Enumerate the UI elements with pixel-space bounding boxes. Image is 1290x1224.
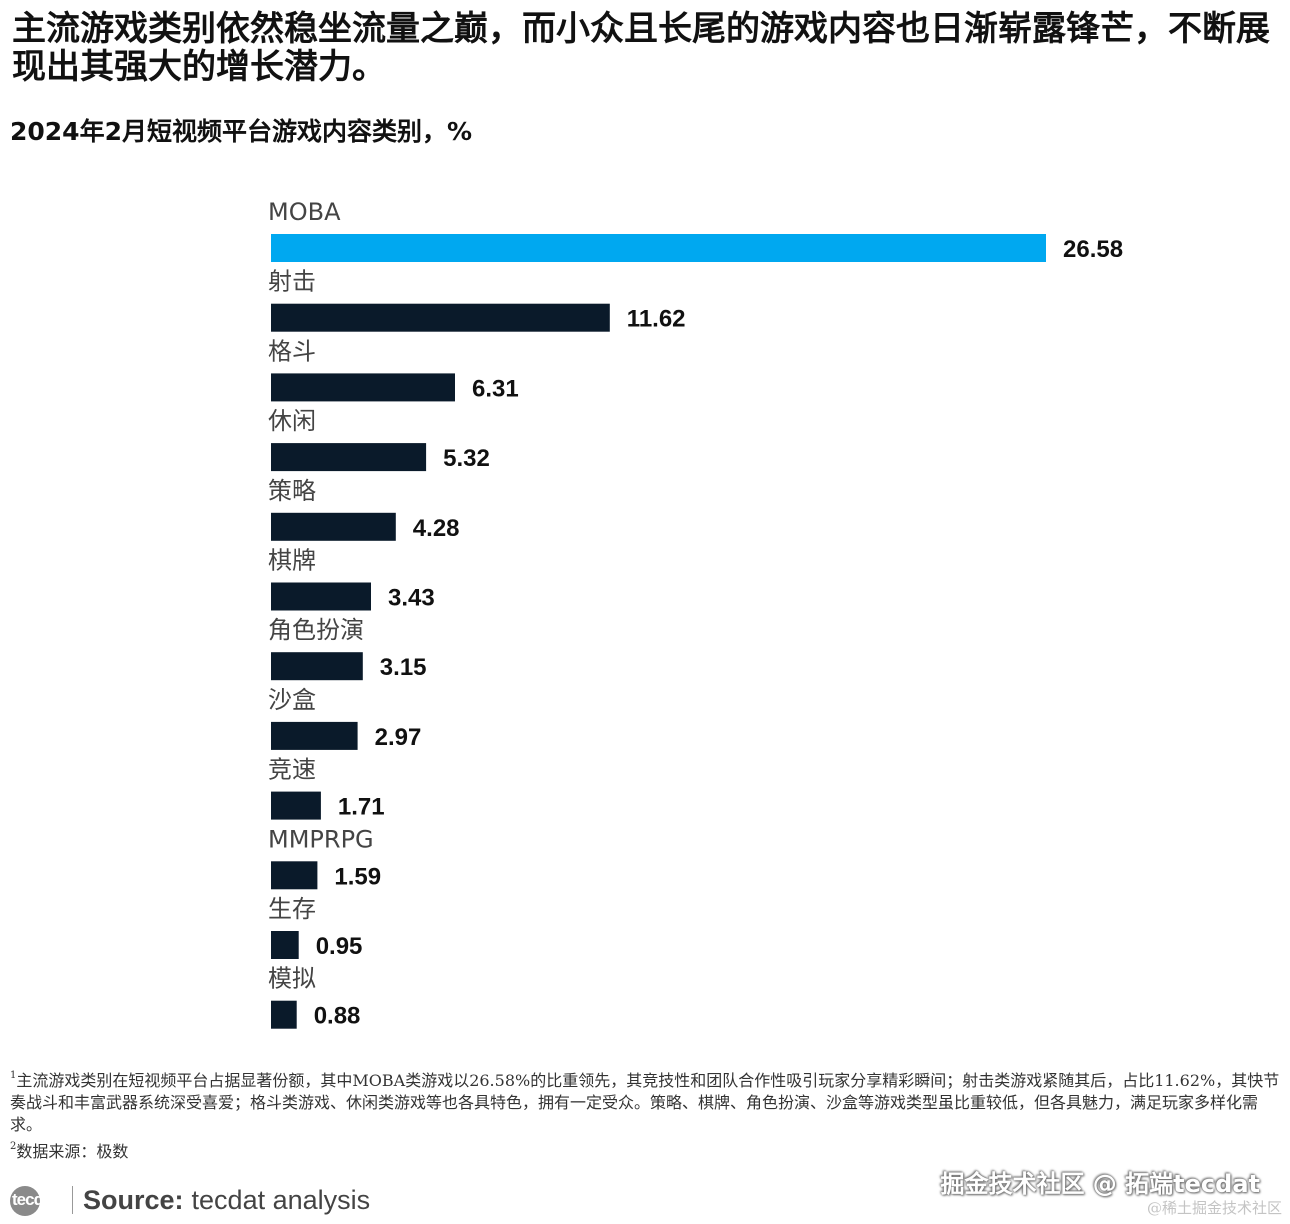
value-label-5: 4.28 <box>413 515 460 542</box>
value-label-6: 3.43 <box>388 585 435 612</box>
headline: 主流游戏类别依然稳坐流量之巅，而小众且长尾的游戏内容也日渐崭露锋芒，不断展现出其… <box>12 9 1270 87</box>
category-label-2: 射击 <box>268 268 316 296</box>
category-label-4: 休闲 <box>268 407 316 435</box>
category-label-9: 竞速 <box>268 756 316 784</box>
value-label-3: 6.31 <box>472 375 519 402</box>
bar-2 <box>271 303 610 332</box>
bar-7 <box>271 652 363 681</box>
bar-1 <box>271 234 1046 262</box>
bar-6 <box>271 582 371 611</box>
footnote-1-text: 主流游戏类别在短视频平台占据显著份额，其中MOBA类游戏以26.58%的比重领先… <box>10 1071 1280 1134</box>
source-line: tecdat Source: tecdat analysis <box>8 1180 370 1220</box>
bar-10 <box>271 861 318 890</box>
logo-divider <box>72 1186 73 1214</box>
bar-11 <box>271 931 299 959</box>
value-label-7: 3.15 <box>380 654 427 681</box>
bar-chart: MOBA 26.58 射击 11.62 格斗 6.31 休闲 5.32 策略 4.28 棋牌 3.43… <box>268 198 1123 1030</box>
value-label-9: 1.71 <box>338 794 385 821</box>
value-label-10: 1.59 <box>334 863 381 890</box>
source-label: Source: <box>83 1184 184 1215</box>
bar-5 <box>271 512 396 541</box>
value-label-12: 0.88 <box>314 1003 361 1030</box>
watermark-primary: 掘金技术社区 @ 拓端tecdat <box>940 1170 1260 1198</box>
category-label-10: MMPRPG <box>268 825 374 853</box>
value-label-2: 11.62 <box>627 306 686 333</box>
value-label-1: 26.58 <box>1063 236 1123 263</box>
value-label-8: 2.97 <box>375 724 422 751</box>
bar-9 <box>271 791 321 820</box>
category-label-5: 策略 <box>268 477 316 505</box>
watermark-secondary: @稀土掘金技术社区 <box>1146 1199 1282 1217</box>
chart-title: 2024年2月短视频平台游戏内容类别，% <box>10 117 473 146</box>
footnote-1-mark: 1 <box>10 1070 17 1081</box>
category-label-6: 棋牌 <box>268 547 316 575</box>
bar-8 <box>271 721 358 750</box>
bar-4 <box>271 443 427 472</box>
category-label-1: MOBA <box>268 198 341 226</box>
category-label-12: 模拟 <box>268 965 316 993</box>
footnote-2: 2数据来源：极数 <box>10 1141 1284 1163</box>
value-label-4: 5.32 <box>443 445 490 472</box>
category-label-3: 格斗 <box>268 337 316 365</box>
category-label-8: 沙盒 <box>268 686 316 714</box>
bar-12 <box>271 1000 297 1029</box>
category-label-7: 角色扮演 <box>268 616 364 644</box>
category-label-11: 生存 <box>268 895 316 923</box>
tecdat-logo: tecdat <box>8 1182 64 1218</box>
tecdat-logo-text: tecdat <box>12 1190 57 1209</box>
source-value: tecdat analysis <box>191 1184 371 1215</box>
footnote-1: 1主流游戏类别在短视频平台占据显著份额，其中MOBA类游戏以26.58%的比重领… <box>10 1070 1284 1136</box>
footnote-2-text: 数据来源：极数 <box>16 1142 129 1161</box>
footnote-2-mark: 2 <box>10 1141 17 1152</box>
value-label-11: 0.95 <box>316 933 363 960</box>
bar-3 <box>271 373 455 402</box>
